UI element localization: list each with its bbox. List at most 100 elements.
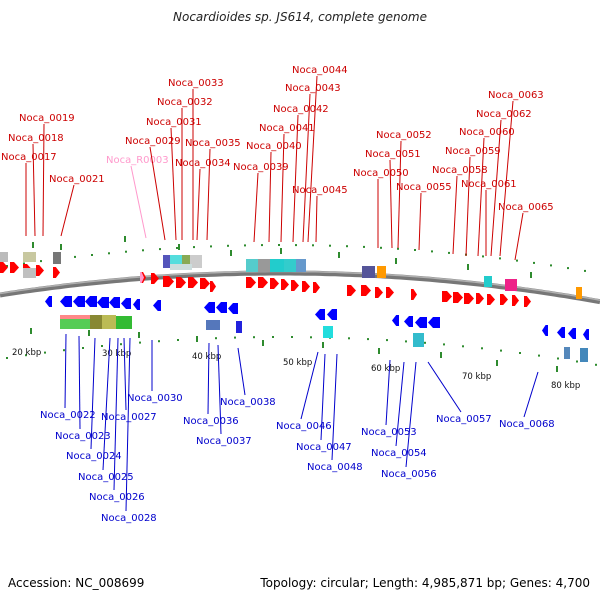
plus-tick-track xyxy=(448,251,450,254)
minus-tick-track xyxy=(291,336,293,338)
minus-gene-label: Noca_0037 xyxy=(196,436,252,447)
leader-line xyxy=(149,146,166,241)
plus-gene-label: Noca_0019 xyxy=(19,113,75,124)
plus-gene-label: Noca_0040 xyxy=(246,141,302,152)
minus-gene-arrow xyxy=(315,309,325,320)
minus-gene-label: Noca_0047 xyxy=(296,442,352,453)
feature-block xyxy=(60,315,90,319)
minus-tick-track xyxy=(310,336,312,339)
plus-gene-label: Noca_0059 xyxy=(445,146,501,157)
feature-block xyxy=(505,279,517,291)
plus-tick-track xyxy=(227,244,229,247)
minus-gene-arrow xyxy=(415,317,427,328)
feature-block xyxy=(116,316,132,329)
plus-gene-arrow xyxy=(0,262,8,273)
leader-line xyxy=(302,93,311,243)
minus-gene-label: Noca_0054 xyxy=(371,448,427,459)
plus-gene-label: Noca_0055 xyxy=(396,182,452,193)
minus-tick-track xyxy=(443,343,445,346)
minus-tick-track xyxy=(272,336,274,338)
leader-line xyxy=(523,371,539,418)
plus-tick-track xyxy=(363,245,365,248)
feature-block xyxy=(296,259,306,272)
minus-gene-arrow xyxy=(392,315,399,326)
minus-gene-label: Noca_0053 xyxy=(361,427,417,438)
plus-tick-track xyxy=(312,244,314,247)
tick-mark xyxy=(530,272,532,278)
minus-tick-track xyxy=(177,339,179,341)
plus-gene-arrow xyxy=(291,280,299,291)
feature-block xyxy=(163,255,171,268)
map-title: Nocardioides sp. JS614, complete genome xyxy=(173,10,427,24)
plus-gene-arrow xyxy=(442,291,452,302)
leader-line xyxy=(465,156,471,257)
leader-line xyxy=(331,353,338,461)
feature-block xyxy=(206,320,220,330)
minus-tick-track xyxy=(424,341,426,344)
plus-gene-arrow xyxy=(512,295,519,306)
minus-gene-label: Noca_0038 xyxy=(220,397,276,408)
tick-mark xyxy=(262,340,264,346)
plus-tick-track xyxy=(176,247,178,249)
minus-gene-arrow xyxy=(97,297,109,308)
plus-tick-track xyxy=(516,259,518,262)
plus-gene-label: Noca_0052 xyxy=(376,130,432,141)
feature-block xyxy=(236,321,242,333)
backbone-arc xyxy=(0,270,600,305)
feature-block xyxy=(564,347,570,359)
plus-tick-track xyxy=(91,254,93,256)
leader-line xyxy=(32,143,36,237)
plus-gene-arrow xyxy=(258,277,268,288)
leader-line xyxy=(315,195,318,243)
plus-gene-arrow xyxy=(176,277,186,288)
minus-gene-label: Noca_0056 xyxy=(381,469,437,480)
plus-gene-arrow xyxy=(36,265,44,276)
minus-tick-track xyxy=(215,337,217,340)
feature-block xyxy=(362,266,375,278)
minus-tick-track xyxy=(253,336,255,339)
tick-mark xyxy=(395,258,397,264)
plus-tick-track xyxy=(6,265,8,267)
plus-tick-track xyxy=(380,246,382,249)
plus-tick-track xyxy=(329,244,331,247)
leader-line xyxy=(78,335,81,430)
plus-gene-arrow xyxy=(524,296,531,307)
minus-gene-label: Noca_0036 xyxy=(183,416,239,427)
plus-gene-label: Noca_0058 xyxy=(432,165,488,176)
feature-block xyxy=(170,264,192,270)
plus-tick-track xyxy=(125,250,127,253)
minus-tick-track xyxy=(63,349,65,352)
leader-line xyxy=(385,359,391,426)
leader-line xyxy=(397,140,402,249)
plus-tick-track xyxy=(193,246,195,249)
minus-gene-arrow xyxy=(428,317,440,328)
minus-gene-label: Noca_0024 xyxy=(66,451,122,462)
leader-line xyxy=(490,119,502,257)
plus-gene-arrow xyxy=(375,287,383,298)
leader-line xyxy=(477,137,485,257)
plus-gene-arrow xyxy=(386,287,394,298)
rna-gene-arrow xyxy=(140,272,144,283)
leader-line xyxy=(452,175,458,255)
leader-line xyxy=(499,100,514,257)
minus-gene-arrow xyxy=(404,316,413,327)
feature-block xyxy=(413,333,424,347)
plus-tick-track xyxy=(74,255,76,258)
minus-gene-label: Noca_0027 xyxy=(101,412,157,423)
minus-tick-track xyxy=(500,349,502,352)
tick-mark xyxy=(556,366,558,372)
plus-gene-label: Noca_0032 xyxy=(157,97,213,108)
plus-tick-track xyxy=(499,257,501,260)
tick-mark xyxy=(230,250,232,256)
leader-line xyxy=(42,123,45,237)
tick-mark xyxy=(30,328,32,334)
plus-gene-arrow xyxy=(151,273,159,284)
plus-tick-track xyxy=(431,250,433,253)
feature-block xyxy=(576,287,582,299)
plus-tick-track xyxy=(397,247,399,250)
minus-gene-arrow xyxy=(228,303,238,314)
tick-mark xyxy=(496,360,498,366)
plus-gene-arrow xyxy=(453,292,463,303)
feature-block xyxy=(258,259,270,272)
